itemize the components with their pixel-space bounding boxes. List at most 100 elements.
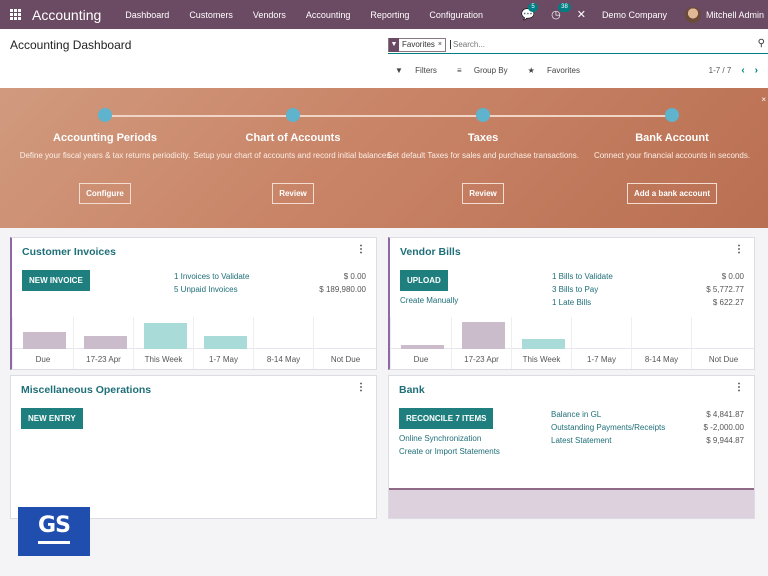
chart-column[interactable]: Not Due	[691, 317, 755, 369]
new-invoice-button[interactable]: NEW INVOICE	[22, 270, 90, 291]
chart-bar[interactable]	[144, 323, 187, 349]
chart-column[interactable]: Not Due	[313, 317, 377, 369]
invoices-chart[interactable]: Due 17-23 Apr This Week 1-7 May 8-14 May…	[12, 317, 376, 369]
online-sync-link[interactable]: Online Synchronization	[399, 434, 482, 443]
step-dot-icon	[286, 108, 300, 122]
filters-label: Filters	[415, 66, 437, 75]
late-bills-link[interactable]: 1 Late Bills	[552, 298, 592, 307]
messages-badge: 5	[528, 3, 538, 12]
bank-graph-line[interactable]	[389, 488, 754, 490]
chart-bar[interactable]	[23, 332, 66, 349]
outstanding-payments-link[interactable]: Outstanding Payments/Receipts	[551, 423, 666, 432]
chart-bar[interactable]	[522, 339, 565, 349]
gs-logo: GS	[18, 507, 90, 556]
unpaid-invoices-link[interactable]: 5 Unpaid Invoices	[174, 285, 238, 294]
pager: 1-7 / 7 ‹ ›	[709, 65, 758, 76]
step-taxes: Taxes Set default Taxes for sales and pu…	[383, 108, 583, 204]
chart-column[interactable]: This Week	[133, 317, 193, 369]
kebab-menu-icon[interactable]: ⋮	[734, 382, 744, 393]
chart-bar[interactable]	[204, 336, 247, 349]
step-title: Taxes	[467, 132, 499, 144]
step-description: Setup your chart of accounts and record …	[193, 151, 393, 160]
app-grid-icon[interactable]	[10, 8, 22, 21]
kebab-menu-icon[interactable]: ⋮	[734, 244, 744, 255]
bills-chart[interactable]: Due 17-23 Apr This Week 1-7 May 8-14 May…	[390, 317, 754, 369]
chart-bar[interactable]	[84, 336, 127, 349]
pager-range[interactable]: 1-7 / 7	[708, 66, 732, 75]
search-facet: ▼ Favorites ×	[388, 37, 446, 52]
card-title[interactable]: Bank	[399, 384, 425, 396]
bills-to-pay-value: $ 5,772.77	[706, 285, 744, 294]
company-switcher[interactable]: Demo Company	[601, 9, 667, 20]
messages-button[interactable]: 💬 5	[521, 3, 538, 21]
chart-column[interactable]: 1-7 May	[193, 317, 253, 369]
balance-gl-link[interactable]: Balance in GL	[551, 410, 602, 419]
customer-invoices-card: Customer Invoices ⋮ NEW INVOICE 1 Invoic…	[10, 237, 377, 370]
pager-next-icon[interactable]: ›	[754, 65, 758, 76]
chart-column[interactable]: 8-14 May	[631, 317, 691, 369]
activities-button[interactable]: ◷ 38	[551, 3, 571, 21]
step-dot-icon	[98, 108, 112, 122]
menu-vendors[interactable]: Vendors	[252, 9, 286, 20]
facet-remove-icon[interactable]: ×	[437, 41, 442, 48]
filter-icon: ▼	[389, 37, 399, 52]
chart-label: This Week	[144, 355, 183, 364]
group-by-dropdown[interactable]: ≡ Group By	[457, 66, 518, 75]
debug-tools-button[interactable]: ✕	[577, 8, 586, 21]
chart-column[interactable]: 17-23 Apr	[451, 317, 511, 369]
bills-to-pay-link[interactable]: 3 Bills to Pay	[552, 285, 599, 294]
chart-column[interactable]: 17-23 Apr	[73, 317, 133, 369]
review-taxes-button[interactable]: Review	[462, 183, 504, 204]
upload-button[interactable]: UPLOAD	[400, 270, 448, 291]
chart-bar[interactable]	[401, 345, 444, 349]
latest-statement-link[interactable]: Latest Statement	[551, 436, 612, 445]
review-chart-button[interactable]: Review	[272, 183, 314, 204]
chart-label: This Week	[522, 355, 561, 364]
chart-label: 8-14 May	[644, 355, 679, 364]
menu-dashboard[interactable]: Dashboard	[125, 9, 170, 20]
reconcile-button[interactable]: RECONCILE 7 ITEMS	[399, 408, 494, 429]
chart-label: Due	[35, 355, 51, 364]
chart-label: 1-7 May	[587, 355, 616, 364]
vendor-bills-card: Vendor Bills ⋮ UPLOAD Create Manually 1 …	[388, 237, 755, 370]
misc-operations-card: Miscellaneous Operations ⋮ NEW ENTRY	[10, 375, 377, 519]
step-title: Bank Account	[635, 132, 709, 144]
kebab-menu-icon[interactable]: ⋮	[356, 244, 366, 255]
search-bar: ▼ Favorites × ⚲	[388, 36, 768, 54]
bank-graph-area[interactable]	[389, 490, 754, 518]
chart-column[interactable]: Due	[12, 317, 73, 369]
new-entry-button[interactable]: NEW ENTRY	[21, 408, 83, 429]
card-title[interactable]: Customer Invoices	[22, 246, 116, 258]
chart-column[interactable]: 8-14 May	[253, 317, 313, 369]
filters-dropdown[interactable]: ▼ Filters	[395, 66, 447, 75]
create-manually-link[interactable]: Create Manually	[400, 296, 459, 305]
menu-customers[interactable]: Customers	[189, 9, 233, 20]
bank-card: Bank ⋮ RECONCILE 7 ITEMS Online Synchron…	[388, 375, 755, 519]
add-bank-account-button[interactable]: Add a bank account	[626, 183, 717, 204]
card-title[interactable]: Vendor Bills	[400, 246, 461, 258]
card-title[interactable]: Miscellaneous Operations	[21, 384, 152, 396]
menu-accounting[interactable]: Accounting	[305, 9, 351, 20]
chart-bar[interactable]	[462, 322, 505, 349]
list-icon: ≡	[456, 66, 462, 75]
avatar[interactable]	[684, 6, 701, 23]
chart-column[interactable]: 1-7 May	[571, 317, 631, 369]
close-icon[interactable]: ×	[761, 95, 766, 104]
chart-column[interactable]: Due	[390, 317, 451, 369]
user-menu[interactable]: Mitchell Admin	[705, 9, 764, 20]
kebab-menu-icon[interactable]: ⋮	[356, 382, 366, 393]
bills-to-validate-link[interactable]: 1 Bills to Validate	[552, 272, 613, 281]
app-brand[interactable]: Accounting	[32, 6, 102, 23]
invoices-to-validate-link[interactable]: 1 Invoices to Validate	[174, 272, 250, 281]
menu-configuration[interactable]: Configuration	[429, 9, 483, 20]
configure-button[interactable]: Configure	[79, 183, 131, 204]
import-statements-link[interactable]: Create or Import Statements	[399, 447, 500, 456]
search-input[interactable]	[450, 40, 768, 49]
search-icon[interactable]: ⚲	[757, 38, 765, 49]
step-description: Connect your financial accounts in secon…	[593, 151, 751, 160]
menu-reporting[interactable]: Reporting	[370, 9, 410, 20]
chart-column[interactable]: This Week	[511, 317, 571, 369]
pager-prev-icon[interactable]: ‹	[741, 65, 745, 76]
bills-to-validate-value: $ 0.00	[721, 272, 744, 281]
favorites-dropdown[interactable]: ★ Favorites	[528, 66, 590, 75]
